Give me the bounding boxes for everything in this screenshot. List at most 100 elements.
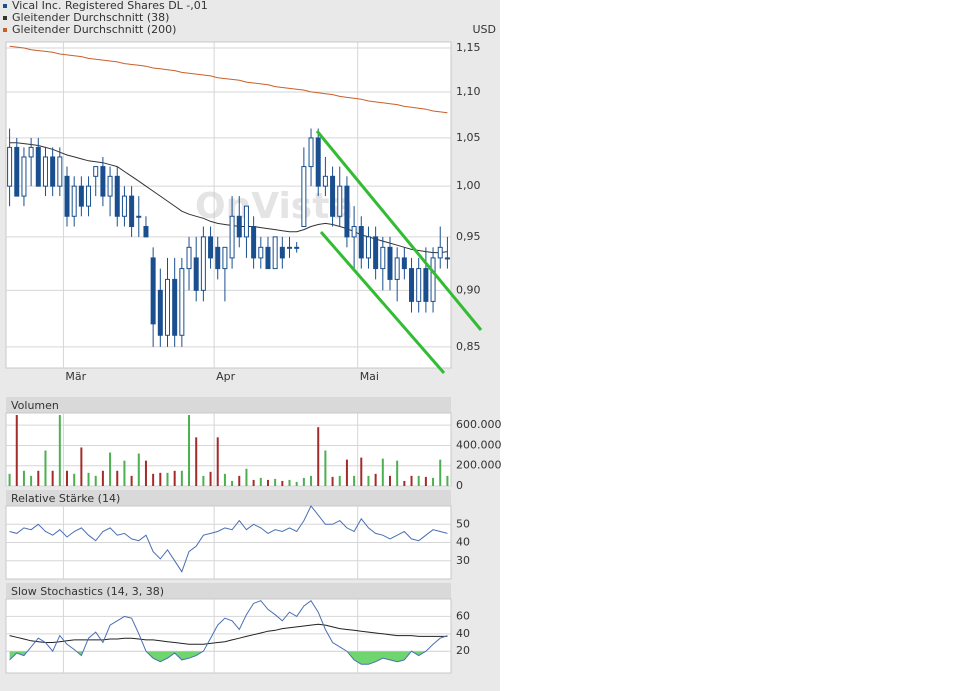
candle-body bbox=[330, 175, 336, 217]
trend-line bbox=[315, 130, 483, 331]
volume-bar bbox=[80, 447, 83, 486]
volume-bar bbox=[180, 470, 183, 486]
candle-body bbox=[251, 226, 257, 259]
candle-body bbox=[279, 246, 285, 259]
y-tick-label: 30 bbox=[456, 554, 470, 567]
candle-body bbox=[258, 246, 264, 259]
volume-bar bbox=[353, 475, 356, 486]
candle-body bbox=[322, 175, 328, 187]
volume-bar bbox=[396, 460, 399, 486]
volume-bar bbox=[410, 475, 413, 486]
oversold-area bbox=[9, 651, 426, 665]
y-tick-label: 60 bbox=[456, 609, 470, 622]
candle-body bbox=[179, 268, 185, 336]
candle-body bbox=[107, 175, 113, 197]
candle-body bbox=[287, 246, 293, 249]
panel-header bbox=[6, 490, 451, 506]
trend-line bbox=[319, 231, 446, 374]
y-tick-label: 0,85 bbox=[456, 340, 481, 353]
volume-bar bbox=[374, 473, 377, 486]
candle-body bbox=[229, 215, 235, 259]
volume-bar bbox=[202, 475, 205, 486]
volume-bar bbox=[166, 472, 169, 486]
volume-bar bbox=[123, 460, 126, 486]
volume-bar bbox=[367, 475, 370, 486]
y-tick-label: 50 bbox=[456, 517, 470, 530]
candle-body bbox=[71, 185, 77, 217]
volume-bar bbox=[58, 415, 61, 486]
x-tick-label: Mai bbox=[360, 370, 379, 383]
legend-swatch bbox=[3, 16, 7, 20]
candle-body bbox=[64, 175, 70, 217]
volume-bar bbox=[101, 470, 104, 486]
candle-body bbox=[200, 236, 206, 291]
volume-bar bbox=[439, 459, 442, 486]
candle-body bbox=[380, 246, 386, 270]
candle-body bbox=[315, 137, 321, 187]
candle-body bbox=[14, 146, 20, 197]
volume-bar bbox=[281, 480, 284, 486]
volume-bar bbox=[302, 477, 305, 486]
volume-bar bbox=[310, 475, 313, 486]
volume-bar bbox=[87, 472, 90, 486]
volume-bar bbox=[130, 475, 133, 486]
volume-bar bbox=[137, 453, 140, 486]
candle-body bbox=[301, 166, 307, 228]
panel-title: Slow Stochastics (14, 3, 38) bbox=[11, 585, 164, 598]
volume-bar bbox=[446, 475, 449, 486]
candle-body bbox=[437, 246, 443, 259]
line bbox=[9, 623, 448, 645]
watermark: OnVista bbox=[195, 186, 354, 227]
candle-body bbox=[143, 226, 149, 238]
y-tick-label: 1,05 bbox=[456, 131, 481, 144]
candle-body bbox=[129, 195, 135, 228]
candle-body bbox=[136, 215, 142, 218]
volume-bar bbox=[288, 479, 291, 486]
volume-bar bbox=[252, 479, 255, 486]
plot-area bbox=[5, 412, 452, 487]
candle-body bbox=[208, 236, 214, 259]
candle-body bbox=[157, 289, 163, 336]
candle-body bbox=[114, 175, 120, 217]
volume-bar bbox=[259, 477, 262, 486]
candle-body bbox=[164, 278, 170, 336]
volume-bar bbox=[388, 475, 391, 486]
volume-bar bbox=[360, 457, 363, 486]
candle-body bbox=[344, 185, 350, 238]
volume-bar bbox=[159, 472, 162, 486]
volume-bar bbox=[216, 437, 219, 486]
candle-body bbox=[358, 226, 364, 259]
volume-bar bbox=[116, 470, 119, 486]
panel-header bbox=[6, 397, 451, 413]
candle-body bbox=[28, 146, 34, 158]
y-tick-label: 0 bbox=[456, 479, 463, 492]
candle-body bbox=[373, 236, 379, 270]
volume-bar bbox=[173, 470, 176, 486]
volume-bar bbox=[30, 475, 33, 486]
volume-bar bbox=[144, 460, 147, 486]
volume-bar bbox=[331, 476, 334, 486]
panel-title: Volumen bbox=[11, 399, 59, 412]
volume-bar bbox=[8, 473, 11, 486]
volume-bar bbox=[73, 473, 76, 486]
volume-bar bbox=[266, 479, 269, 486]
volume-bar bbox=[345, 459, 348, 486]
unit-label: USD bbox=[472, 23, 496, 36]
candle-body bbox=[294, 246, 300, 249]
candle-body bbox=[351, 226, 357, 238]
candle-body bbox=[7, 146, 13, 187]
panel-title: Relative Stärke (14) bbox=[11, 492, 120, 505]
candle-body bbox=[272, 236, 278, 270]
volume-bar bbox=[15, 415, 18, 486]
volume-bar bbox=[274, 478, 277, 486]
candle-body bbox=[186, 246, 192, 270]
y-tick-label: 1,10 bbox=[456, 85, 481, 98]
line bbox=[9, 505, 448, 573]
candle-body bbox=[387, 246, 393, 280]
legend-label: Vical Inc. Registered Shares DL -,01 bbox=[12, 0, 208, 12]
candle-body bbox=[409, 268, 415, 302]
legend-swatch bbox=[3, 28, 7, 32]
candle-body bbox=[42, 156, 48, 187]
plot-area bbox=[5, 598, 452, 674]
volume-bar bbox=[432, 477, 435, 486]
